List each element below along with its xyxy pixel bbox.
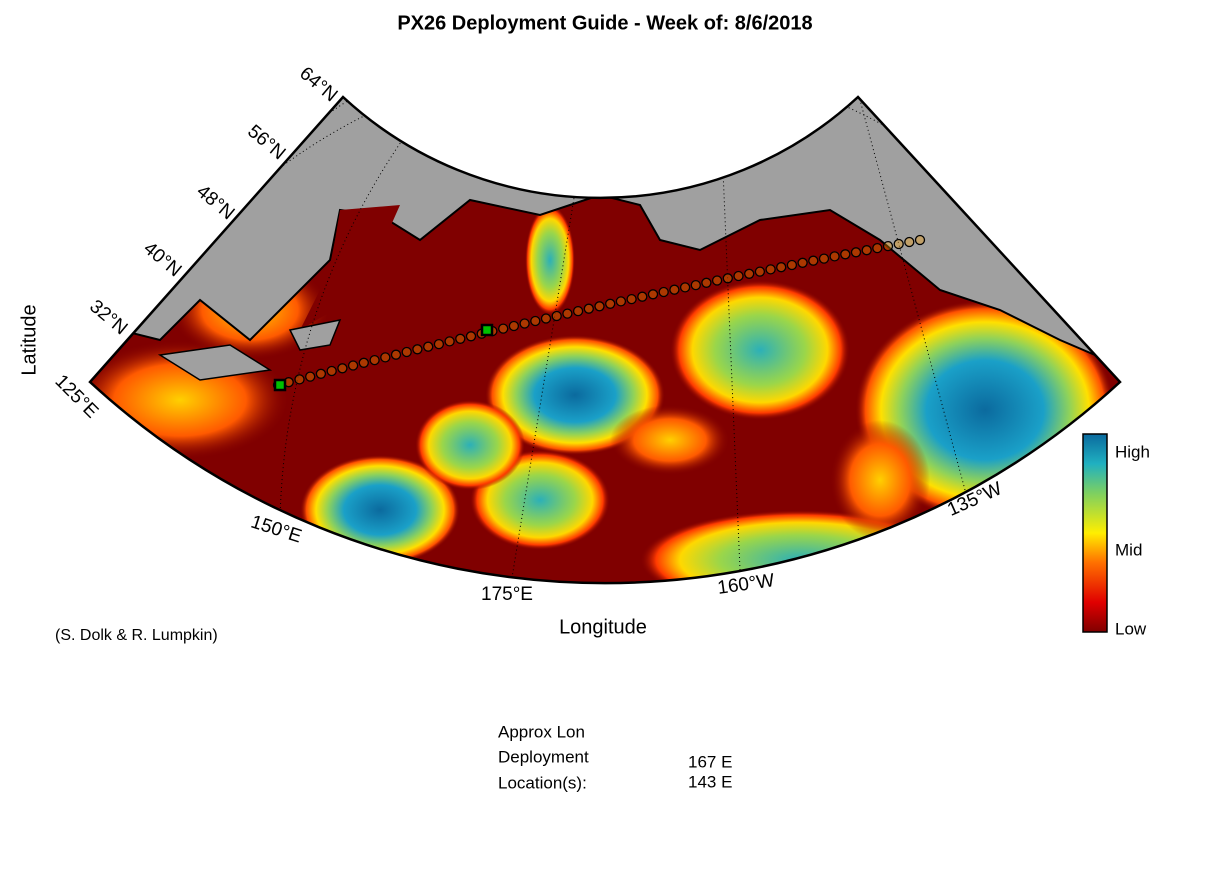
colorbar-label: Low	[1115, 619, 1147, 638]
track-point	[401, 346, 412, 358]
track-point	[690, 279, 701, 291]
colorbar-label: Mid	[1115, 540, 1142, 559]
track-point	[647, 289, 659, 300]
deployment-track	[272, 234, 926, 392]
title: PX26 Deployment Guide - Week of: 8/6/201…	[397, 12, 812, 34]
colorbar-label: High	[1115, 442, 1150, 461]
track-point	[326, 365, 337, 377]
track-point	[540, 313, 552, 324]
lat-label: 48°N	[192, 181, 238, 224]
track-point	[605, 298, 616, 309]
track-point	[797, 257, 808, 268]
deployment-heading: Approx Lon	[498, 722, 585, 741]
track-point	[882, 240, 894, 252]
track-point	[754, 266, 766, 277]
track-point	[840, 249, 851, 260]
track-point	[508, 320, 520, 332]
track-point	[850, 247, 862, 258]
y-axis-label: Latitude	[18, 304, 40, 375]
track-point	[861, 245, 872, 256]
track-point	[733, 270, 744, 282]
track-point	[914, 234, 926, 246]
deployment-location: 143 E	[688, 772, 732, 791]
deployment-marker	[480, 323, 494, 337]
deployment-heading: Location(s):	[498, 773, 587, 792]
track-point	[765, 264, 776, 275]
deployment-marker	[273, 378, 287, 392]
lat-label: 32°N	[85, 296, 131, 339]
deployment-heading: Deployment	[498, 747, 589, 766]
track-point	[818, 253, 830, 264]
track-point	[786, 259, 798, 271]
track-point	[444, 336, 455, 347]
track-point	[872, 242, 883, 254]
track-point	[776, 262, 787, 273]
track-point	[380, 352, 391, 363]
track-point	[551, 310, 562, 322]
deployment-location: 167 E	[688, 752, 732, 771]
track-point	[615, 296, 627, 307]
lat-label: 64°N	[295, 63, 341, 106]
track-point	[637, 291, 648, 302]
lat-label: 40°N	[139, 238, 185, 281]
colorbar	[1082, 433, 1108, 633]
lon-label: 175°E	[481, 584, 533, 605]
track-point	[669, 284, 680, 295]
track-point	[390, 349, 402, 360]
track-point	[626, 293, 637, 305]
map-field	[90, 97, 1120, 584]
track-point	[583, 303, 594, 314]
track-point	[904, 236, 915, 248]
track-point	[347, 360, 359, 371]
lat-label: 56°N	[243, 121, 289, 164]
track-point	[294, 374, 305, 385]
track-point	[572, 305, 584, 317]
track-point	[744, 268, 755, 279]
track-point	[658, 286, 669, 298]
track-point	[594, 301, 605, 312]
track-point	[465, 331, 477, 342]
credit: (S. Dolk & R. Lumpkin)	[55, 627, 218, 644]
track-point	[455, 333, 466, 344]
track-point	[369, 354, 380, 366]
track-point	[412, 344, 423, 355]
track-point	[829, 251, 840, 262]
map-frame	[88, 95, 1122, 585]
track-point	[423, 341, 434, 352]
track-point	[498, 323, 509, 334]
track-point	[679, 282, 691, 293]
track-point	[711, 275, 723, 286]
track-point	[722, 273, 733, 284]
track-point	[305, 371, 316, 382]
track-point	[701, 277, 712, 288]
track-point	[358, 357, 369, 368]
track-point	[562, 308, 573, 319]
track-point	[893, 238, 904, 250]
track-point	[337, 363, 348, 374]
track-point	[808, 255, 819, 266]
track-point	[433, 338, 445, 350]
x-axis-label: Longitude	[559, 616, 647, 638]
track-point	[530, 315, 541, 327]
track-point	[315, 368, 327, 379]
track-point	[519, 318, 530, 329]
